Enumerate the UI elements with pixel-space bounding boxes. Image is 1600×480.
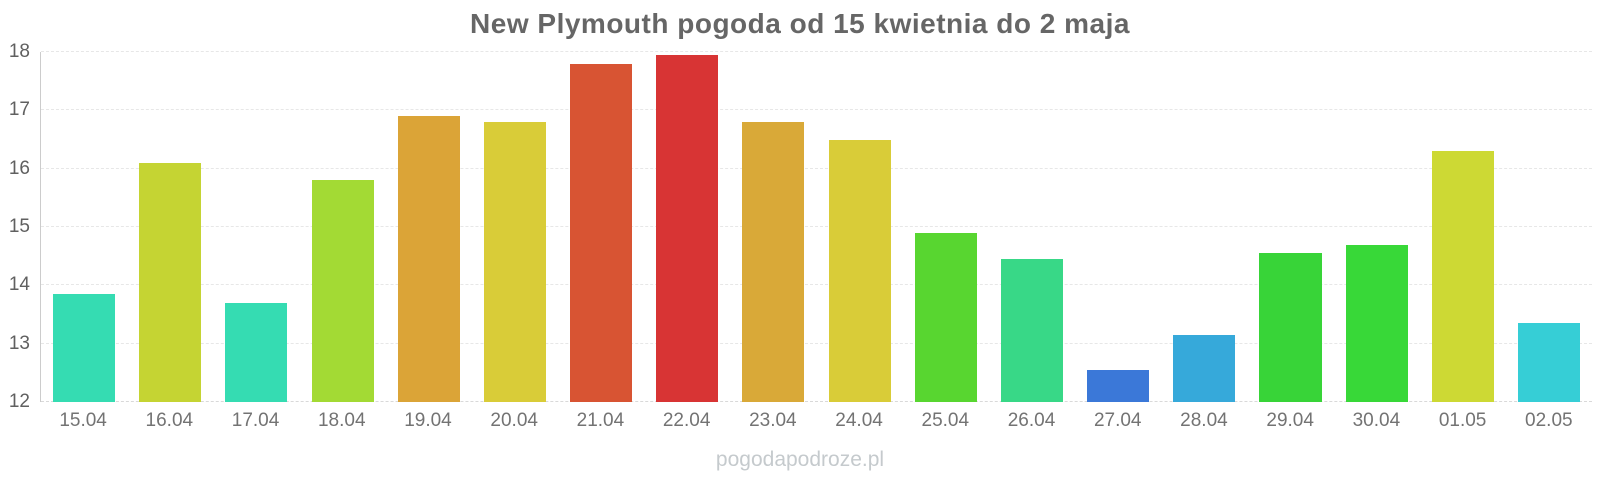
- x-axis: 15.04 16.04 17.04 18.04 19.04 20.04 21.04 22.04…: [40, 408, 1592, 434]
- x-tick-label-20.04: 20.04: [490, 410, 538, 431]
- bar-30.04[interactable]: [1345, 244, 1408, 402]
- x-tick-label-01.05: 01.05: [1438, 410, 1487, 431]
- y-tick-label-12: 12: [8, 391, 30, 412]
- bar-slot-18.04: [300, 52, 386, 402]
- bar-15.04[interactable]: [53, 294, 116, 402]
- bar-slot-19.04: [386, 52, 472, 402]
- bar-20.04[interactable]: [483, 122, 546, 402]
- bar-22.04[interactable]: [656, 54, 719, 402]
- y-tick-label-13: 13: [8, 332, 30, 354]
- x-tick-label-19.04: 19.04: [404, 410, 452, 431]
- x-tick-label-27.04: 27.04: [1093, 410, 1142, 431]
- bar-23.04[interactable]: [742, 122, 805, 402]
- bar-24.04[interactable]: [828, 139, 891, 402]
- gridline-16: [41, 167, 1592, 169]
- y-tick-label-14: 14: [8, 274, 30, 296]
- bar-slot-29.04: [1247, 52, 1333, 402]
- plot-area: [40, 51, 1592, 402]
- watermark: pogodapodroze.pl: [715, 448, 885, 471]
- x-tick-label-24.04: 24.04: [835, 410, 883, 431]
- gridline-18: [41, 51, 1592, 52]
- y-tick-label-15: 15: [8, 216, 30, 237]
- bar-02.05[interactable]: [1517, 323, 1581, 402]
- bar-27.04[interactable]: [1087, 369, 1150, 402]
- bar-01.05[interactable]: [1431, 151, 1494, 402]
- x-tick-label-29.04: 29.04: [1266, 410, 1314, 431]
- x-tick-label-02.05: 02.05: [1525, 410, 1573, 431]
- x-tick-label-15.04: 15.04: [59, 410, 107, 431]
- bar-slot-02.05: [1506, 52, 1592, 402]
- bar-slot-16.04: [127, 52, 213, 402]
- bar-17.04[interactable]: [225, 302, 288, 402]
- bar-slot-24.04: [817, 52, 903, 402]
- bar-19.04[interactable]: [397, 116, 460, 402]
- bar-slot-17.04: [213, 52, 299, 402]
- bar-slot-27.04: [1075, 52, 1161, 402]
- gridline-13: [41, 342, 1592, 344]
- y-tick-label-16: 16: [8, 157, 30, 179]
- x-tick-label-26.04: 26.04: [1007, 410, 1056, 431]
- chart-title: New Plymouth pogoda od 15 kwietnia do 2 …: [470, 8, 1130, 39]
- bar-slot-26.04: [989, 52, 1075, 402]
- gridline-12: [41, 401, 1592, 402]
- y-tick-label-17: 17: [8, 99, 30, 121]
- bar-slot-28.04: [1161, 52, 1247, 402]
- bar-18.04[interactable]: [311, 180, 374, 402]
- bar-slot-15.04: [41, 52, 127, 402]
- x-tick-label-16.04: 16.04: [145, 410, 194, 431]
- bar-slot-21.04: [558, 52, 644, 402]
- x-tick-label-28.04: 28.04: [1180, 410, 1228, 431]
- bar-28.04[interactable]: [1173, 334, 1236, 402]
- bar-29.04[interactable]: [1259, 253, 1322, 402]
- x-tick-label-21.04: 21.04: [576, 410, 625, 431]
- bars-row: [41, 52, 1592, 402]
- y-tick-label-18: 18: [8, 41, 30, 62]
- bar-21.04[interactable]: [570, 63, 633, 402]
- bar-slot-22.04: [644, 52, 730, 402]
- x-tick-label-18.04: 18.04: [317, 410, 366, 431]
- x-tick-label-30.04: 30.04: [1352, 410, 1401, 431]
- gridline-17: [41, 109, 1592, 111]
- bar-slot-20.04: [472, 52, 558, 402]
- x-tick-label-25.04: 25.04: [921, 410, 970, 431]
- bar-slot-01.05: [1420, 52, 1506, 402]
- bar-slot-23.04: [730, 52, 816, 402]
- x-tick-label-22.04: 22.04: [662, 410, 711, 431]
- bar-26.04[interactable]: [1000, 259, 1063, 402]
- gridline-14: [41, 284, 1592, 286]
- x-tick-label-17.04: 17.04: [231, 410, 280, 431]
- y-axis: 12 13 14 15 16 17 18: [0, 41, 34, 412]
- gridline-15: [41, 226, 1592, 227]
- bar-16.04[interactable]: [139, 162, 202, 402]
- x-tick-label-23.04: 23.04: [749, 410, 797, 431]
- bar-slot-25.04: [903, 52, 989, 402]
- bar-slot-30.04: [1334, 52, 1420, 402]
- bar-25.04[interactable]: [914, 232, 977, 402]
